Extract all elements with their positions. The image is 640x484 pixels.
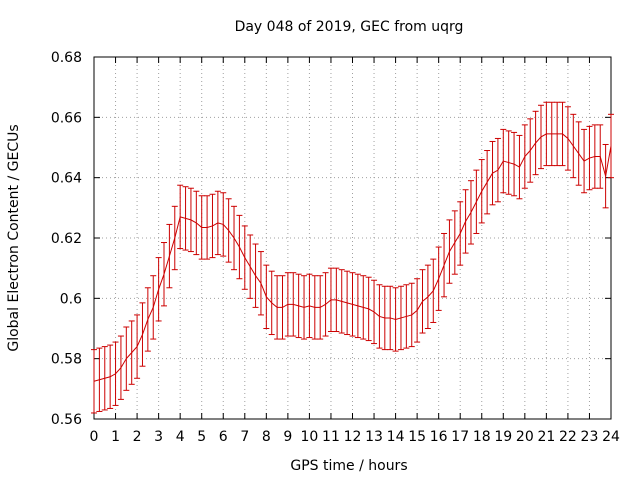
x-tick-label: 1 (111, 429, 120, 445)
y-tick-label: 0.6 (60, 291, 82, 307)
chart-title: Day 048 of 2019, GEC from uqrg (235, 19, 464, 35)
series-line (93, 133, 612, 382)
x-tick-label: 19 (494, 429, 512, 445)
y-tick-label: 0.58 (51, 352, 82, 368)
x-tick-label: 21 (537, 429, 555, 445)
x-tick-label: 0 (90, 429, 99, 445)
x-tick-label: 23 (581, 429, 599, 445)
x-axis-label: GPS time / hours (290, 458, 407, 474)
x-tick-label: 22 (559, 429, 577, 445)
x-tick-label: 4 (176, 429, 185, 445)
y-tick-label: 0.56 (51, 412, 82, 428)
y-tick-label: 0.68 (51, 50, 82, 66)
plot-frame (93, 56, 612, 420)
x-tick-label: 17 (451, 429, 469, 445)
x-tick-label: 10 (301, 429, 319, 445)
error-bar (91, 349, 97, 414)
x-tick-label: 24 (602, 429, 620, 445)
x-tick-label: 6 (219, 429, 228, 445)
y-tick-label: 0.64 (51, 171, 82, 187)
x-tick-label: 20 (516, 429, 534, 445)
x-tick-label: 5 (197, 429, 206, 445)
x-tick-label: 11 (322, 429, 340, 445)
x-tick-label: 16 (430, 429, 448, 445)
x-tick-label: 14 (387, 429, 405, 445)
y-tick-label: 0.62 (51, 231, 82, 247)
x-tick-label: 9 (283, 429, 292, 445)
x-tick-label: 15 (408, 429, 426, 445)
axes-layer: 0 1 2 3 4 5 6 7 8 9 10 11 12 13 14 15 16 17 18 19 20 21 22 23 24… (51, 50, 620, 445)
y-tick-label: 0.66 (51, 110, 82, 126)
x-tick-label: 2 (133, 429, 142, 445)
x-tick-label: 13 (365, 429, 383, 445)
x-tick-label: 18 (473, 429, 491, 445)
x-tick-label: 12 (344, 429, 362, 445)
y-axis-label: Global Electron Content / GECUs (6, 124, 22, 351)
x-tick-label: 3 (154, 429, 163, 445)
x-tick-label: 7 (240, 429, 249, 445)
data-layer (91, 101, 614, 414)
x-tick-label: 8 (262, 429, 271, 445)
